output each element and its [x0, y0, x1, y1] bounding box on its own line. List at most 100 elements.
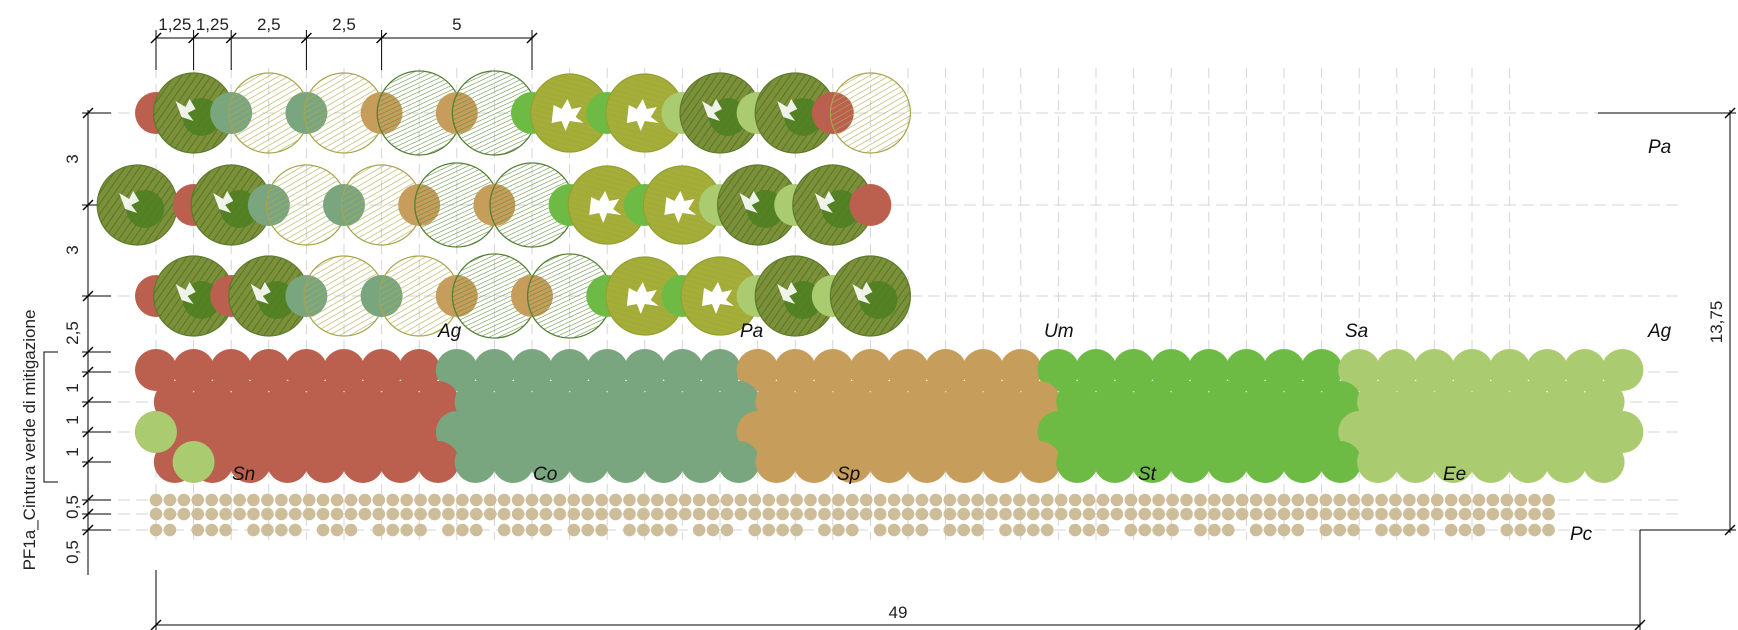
hedge-pc	[442, 523, 455, 537]
hedge-pc	[1124, 523, 1138, 537]
hedge-pc	[456, 507, 469, 521]
shrub-sp	[774, 349, 817, 391]
shrub-st	[1056, 441, 1099, 483]
hedge-pc	[1319, 507, 1333, 521]
shrub-sp	[962, 349, 1005, 391]
hedge-pc	[400, 523, 413, 537]
hedge-pc	[275, 493, 288, 507]
tree-ag-gap	[777, 282, 798, 304]
hedge-pc	[275, 507, 288, 521]
shrub-ee	[172, 441, 215, 483]
shrub-sp	[905, 441, 948, 483]
shrub-co	[699, 411, 741, 453]
left-dimension-label: 1	[63, 415, 82, 424]
tree-ag	[679, 72, 761, 154]
left-dimension-label: 3	[63, 245, 82, 254]
hedge-pc	[720, 507, 734, 521]
shrub-st	[1056, 381, 1099, 423]
hedge-pc	[1542, 523, 1555, 537]
shrub-sn	[341, 381, 384, 423]
hedge-pc	[1389, 493, 1402, 507]
dimension-tick	[82, 456, 94, 468]
hedge-pc	[957, 493, 971, 507]
hedge-pc	[1208, 523, 1221, 537]
hedge-pc	[901, 523, 915, 537]
hedge-pc	[233, 507, 246, 521]
shrub-sn	[304, 381, 347, 423]
hedge-pc	[1249, 507, 1263, 521]
hedge-pc	[483, 507, 497, 521]
hedge-pc	[219, 523, 232, 537]
hedge-pc	[1082, 493, 1096, 507]
tree-sa	[605, 256, 685, 336]
shrub-co	[642, 441, 685, 483]
shrub-st	[1263, 411, 1305, 453]
shrub-ee	[1451, 411, 1493, 453]
hedge-pc	[1472, 493, 1486, 507]
hedge-pc	[1444, 493, 1458, 507]
shrub-sp	[924, 411, 967, 453]
shrub-co	[492, 441, 535, 483]
dimension-tick	[376, 32, 388, 44]
hedge-pc	[609, 493, 622, 507]
hedge-pc	[191, 507, 205, 521]
hedge-pc	[1082, 507, 1096, 521]
shrub-co	[623, 411, 666, 453]
title-bracket	[43, 351, 58, 483]
hedge-pc	[1068, 523, 1082, 537]
hedge-pc	[678, 507, 692, 521]
shrub-st	[1225, 349, 1268, 391]
hedge-pc	[845, 507, 859, 521]
hedge-pc	[1054, 493, 1068, 507]
hedge-pc	[929, 493, 943, 507]
shrub-ee	[1469, 381, 1512, 423]
hedge-pc	[1444, 523, 1458, 537]
hedge-pc	[469, 523, 483, 537]
hedge-pc	[539, 493, 553, 507]
shrub-sp	[981, 441, 1023, 483]
hedge-pc	[720, 493, 734, 507]
hedge-pc	[804, 507, 817, 521]
tree-sa-gap	[626, 99, 659, 131]
shrub-ee	[1357, 441, 1399, 483]
hedge-pc	[525, 523, 539, 537]
hedge-pc	[1068, 507, 1082, 521]
hedge-pc	[845, 493, 859, 507]
hedge-pc	[497, 493, 511, 507]
shrub-ee	[1488, 349, 1531, 391]
hedge-pc	[483, 493, 497, 507]
shrub-ee	[1451, 349, 1493, 391]
hedge-pc	[1528, 507, 1541, 521]
hedge-pc	[1542, 493, 1555, 507]
hedge-pc	[943, 493, 957, 507]
hedge-pc	[456, 493, 469, 507]
shrub-ee	[135, 411, 177, 453]
shrub-sp	[736, 349, 779, 391]
tree-ag-gap	[702, 99, 722, 121]
hedge-pc	[163, 523, 177, 537]
hedge-pc	[1416, 523, 1430, 537]
hedge-pc	[1416, 507, 1430, 521]
shrub-st	[1075, 349, 1117, 391]
hedge-pc	[261, 493, 274, 507]
hedge-pc	[915, 507, 929, 521]
shrub-sn	[323, 411, 365, 453]
shrub-sn	[210, 411, 253, 453]
dimension-tick	[188, 32, 200, 44]
hedge-pc	[358, 493, 372, 507]
shrub-st	[1300, 349, 1343, 391]
hedge-pc	[1430, 507, 1444, 521]
hedge-pc	[288, 523, 302, 537]
hedge-pc	[1333, 493, 1347, 507]
hedge-pc	[873, 493, 887, 507]
hedge-pc	[818, 493, 831, 507]
shrub-co	[511, 411, 553, 453]
shrub-st	[1244, 441, 1287, 483]
shrub-ee	[1526, 411, 1569, 453]
hedge-pc	[1027, 507, 1040, 521]
shrub-co	[435, 411, 478, 453]
shrub-sn	[266, 441, 309, 483]
hedge-pc	[567, 507, 581, 521]
hedge-pc	[762, 523, 776, 537]
